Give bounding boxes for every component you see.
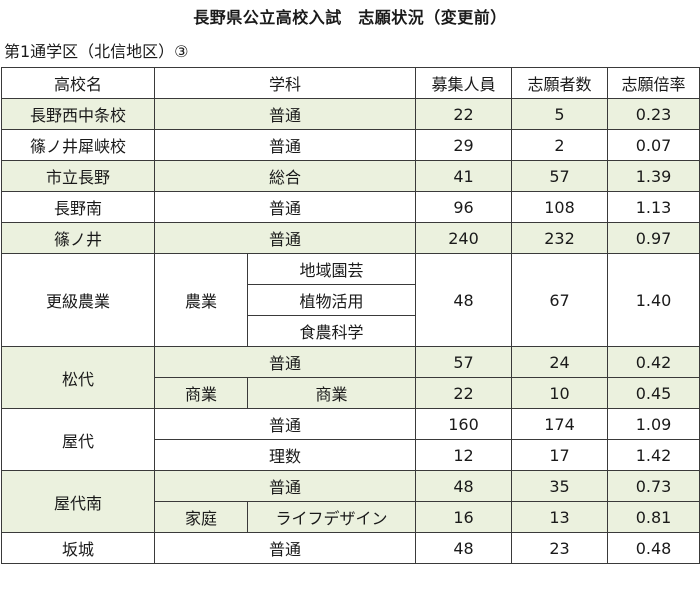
header-school: 高校名 [1,67,155,99]
applicants: 5 [511,98,609,130]
capacity: 48 [415,532,513,564]
ratio: 1.40 [607,253,700,347]
school-name: 篠ノ井 [1,222,155,254]
school-name: 長野西中条校 [1,98,155,130]
page-title: 長野県公立高校入試 志願状況（変更前） [193,8,507,27]
school-name: 更級農業 [1,253,155,347]
applicants: 174 [511,408,609,440]
school-name: 松代 [1,346,155,409]
school-name: 屋代 [1,408,155,471]
department: 普通 [153,532,417,564]
table-row: 理数 12 17 1.42 [2,439,700,471]
ratio: 1.39 [607,160,700,192]
table-row: 植物活用 [2,284,700,316]
course: 商業 [246,377,417,409]
capacity: 48 [415,470,513,502]
capacity: 41 [415,160,513,192]
department: 普通 [153,98,417,130]
table-row: 更級農業 農業 地域園芸 48 67 1.40 [1,253,700,347]
ratio: 0.07 [607,129,700,161]
course: 地域園芸 [246,253,417,285]
table-row: 松代 普通 57 24 0.42 [1,346,700,409]
ratio: 0.73 [607,470,700,502]
school-name: 坂城 [1,532,155,564]
department: 普通 [153,129,417,161]
ratio: 1.13 [607,191,700,223]
ratio: 0.48 [607,532,700,564]
applicants: 24 [511,346,609,378]
applicants: 108 [511,191,609,223]
capacity: 12 [415,439,513,471]
application-status-table: 高校名 学科 募集人員 志願者数 志願倍率 長野西中条校 普通 22 5 0.2… [1,67,700,564]
applicants: 2 [511,129,609,161]
applicants: 10 [511,377,609,409]
table-row: 長野西中条校 普通 22 5 0.23 [1,98,700,130]
capacity: 22 [415,98,513,130]
applicants: 23 [511,532,609,564]
applicants: 35 [511,470,609,502]
department: 普通 [153,222,417,254]
header-row: 高校名 学科 募集人員 志願者数 志願倍率 [1,67,700,99]
ratio: 0.81 [607,501,700,533]
department: 普通 [153,191,417,223]
department: 総合 [153,160,417,192]
applicants: 17 [511,439,609,471]
school-name: 長野南 [1,191,155,223]
applicants: 232 [511,222,609,254]
capacity: 240 [415,222,513,254]
department: 農業 [154,253,248,347]
department: 理数 [153,439,417,471]
department: 普通 [153,408,417,440]
applicants: 67 [511,253,609,347]
course: 食農科学 [246,315,417,347]
department: 普通 [153,346,417,378]
table-row: 坂城 普通 48 23 0.48 [1,532,700,564]
table-row: 屋代南 普通 48 35 0.73 [1,470,700,533]
department: 家庭 [154,501,248,533]
department: 普通 [153,470,417,502]
table-row: 篠ノ井犀峡校 普通 29 2 0.07 [1,129,700,161]
department: 商業 [154,377,248,409]
ratio: 0.23 [607,98,700,130]
table-row: 食農科学 [2,315,700,347]
course: 植物活用 [246,284,417,316]
table-row: 長野南 普通 96 108 1.13 [1,191,700,223]
applicants: 57 [511,160,609,192]
ratio: 0.97 [607,222,700,254]
ratio: 1.09 [607,408,700,440]
table-row: 篠ノ井 普通 240 232 0.97 [1,222,700,254]
capacity: 22 [415,377,513,409]
header-ratio: 志願倍率 [607,67,700,99]
header-applicants: 志願者数 [511,67,609,99]
capacity: 29 [415,129,513,161]
ratio: 0.45 [607,377,700,409]
ratio: 1.42 [607,439,700,471]
school-name: 屋代南 [1,470,155,533]
applicants: 13 [511,501,609,533]
table-row: 市立長野 総合 41 57 1.39 [1,160,700,192]
capacity: 160 [415,408,513,440]
header-capacity: 募集人員 [415,67,513,99]
capacity: 16 [415,501,513,533]
school-name: 篠ノ井犀峡校 [1,129,155,161]
school-name: 市立長野 [1,160,155,192]
table-row: 屋代 普通 160 174 1.09 [1,408,700,471]
capacity: 57 [415,346,513,378]
course: ライフデザイン [246,501,417,533]
header-department: 学科 [153,67,417,99]
ratio: 0.42 [607,346,700,378]
capacity: 96 [415,191,513,223]
district-subtitle: 第1通学区（北信地区）③ [4,42,189,61]
capacity: 48 [415,253,513,347]
